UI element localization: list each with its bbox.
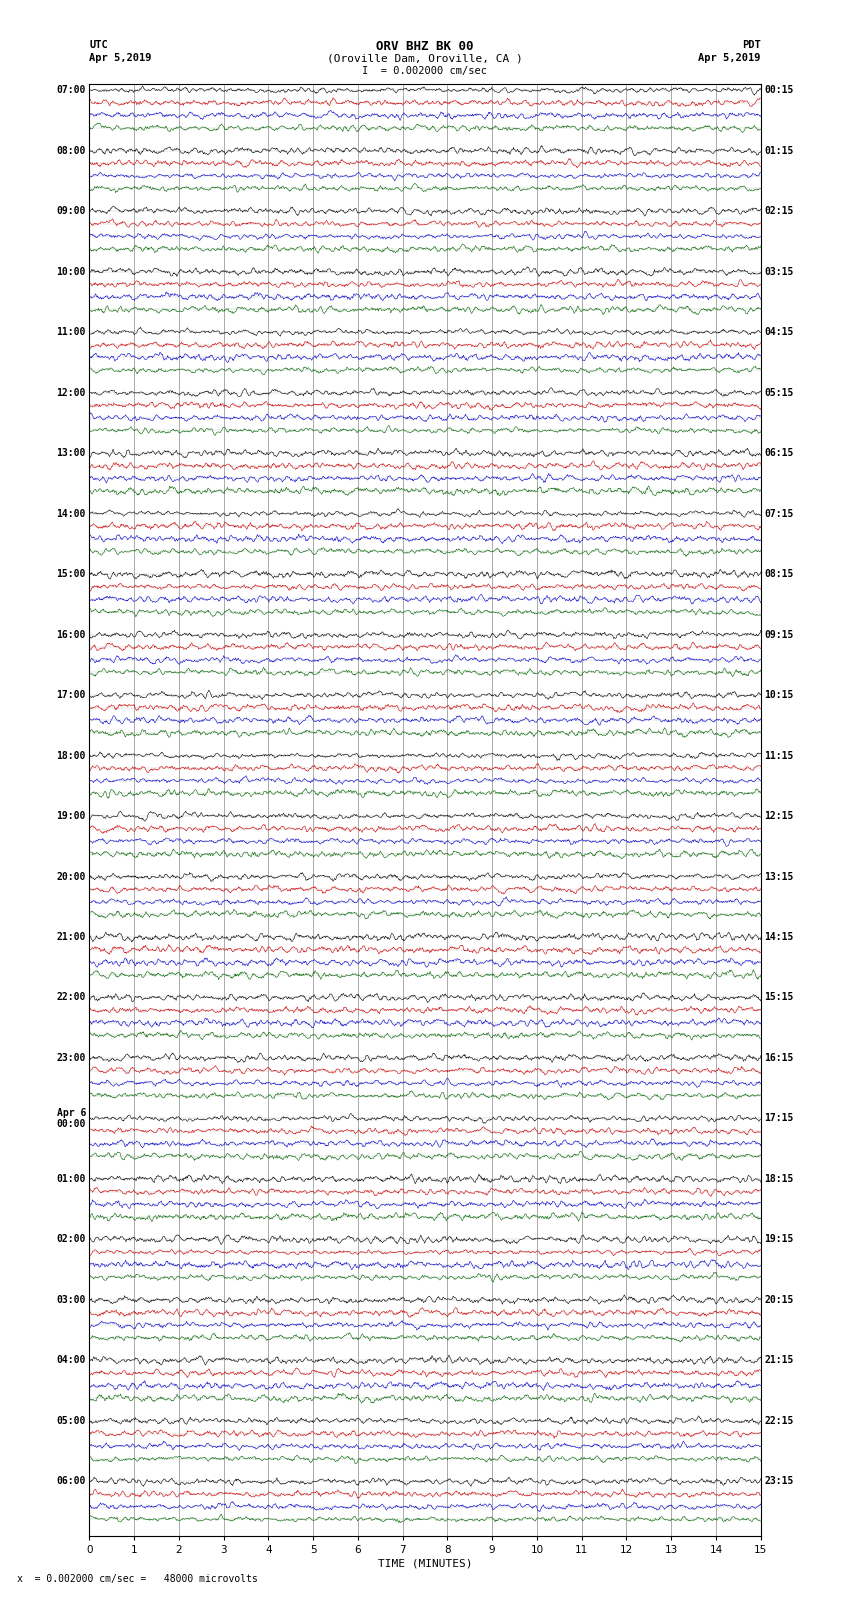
Text: 21:15: 21:15 <box>764 1355 794 1366</box>
Text: 04:15: 04:15 <box>764 327 794 337</box>
Text: 08:15: 08:15 <box>764 569 794 579</box>
Text: 11:00: 11:00 <box>56 327 86 337</box>
X-axis label: TIME (MINUTES): TIME (MINUTES) <box>377 1558 473 1569</box>
Text: 09:00: 09:00 <box>56 206 86 216</box>
Text: 20:15: 20:15 <box>764 1295 794 1305</box>
Text: UTC: UTC <box>89 40 108 50</box>
Text: PDT: PDT <box>742 40 761 50</box>
Text: 08:00: 08:00 <box>56 145 86 156</box>
Text: 00:00: 00:00 <box>56 1119 86 1129</box>
Text: 06:00: 06:00 <box>56 1476 86 1487</box>
Text: 21:00: 21:00 <box>56 932 86 942</box>
Text: I  = 0.002000 cm/sec: I = 0.002000 cm/sec <box>362 66 488 76</box>
Text: 05:15: 05:15 <box>764 387 794 398</box>
Text: 06:15: 06:15 <box>764 448 794 458</box>
Text: 01:15: 01:15 <box>764 145 794 156</box>
Text: 19:15: 19:15 <box>764 1234 794 1245</box>
Text: x  = 0.002000 cm/sec =   48000 microvolts: x = 0.002000 cm/sec = 48000 microvolts <box>17 1574 258 1584</box>
Text: 10:15: 10:15 <box>764 690 794 700</box>
Text: 12:15: 12:15 <box>764 811 794 821</box>
Text: 16:15: 16:15 <box>764 1053 794 1063</box>
Text: 18:00: 18:00 <box>56 750 86 761</box>
Text: 17:00: 17:00 <box>56 690 86 700</box>
Text: (Oroville Dam, Oroville, CA ): (Oroville Dam, Oroville, CA ) <box>327 53 523 63</box>
Text: 19:00: 19:00 <box>56 811 86 821</box>
Text: 13:00: 13:00 <box>56 448 86 458</box>
Text: 05:00: 05:00 <box>56 1416 86 1426</box>
Text: 02:00: 02:00 <box>56 1234 86 1245</box>
Text: 15:15: 15:15 <box>764 992 794 1003</box>
Text: 23:00: 23:00 <box>56 1053 86 1063</box>
Text: Apr 6: Apr 6 <box>56 1108 86 1118</box>
Text: 14:15: 14:15 <box>764 932 794 942</box>
Text: 16:00: 16:00 <box>56 629 86 640</box>
Text: 12:00: 12:00 <box>56 387 86 398</box>
Text: 14:00: 14:00 <box>56 508 86 519</box>
Text: Apr 5,2019: Apr 5,2019 <box>89 53 152 63</box>
Text: 22:00: 22:00 <box>56 992 86 1003</box>
Text: 07:15: 07:15 <box>764 508 794 519</box>
Text: 11:15: 11:15 <box>764 750 794 761</box>
Text: Apr 5,2019: Apr 5,2019 <box>698 53 761 63</box>
Text: 18:15: 18:15 <box>764 1174 794 1184</box>
Text: 04:00: 04:00 <box>56 1355 86 1366</box>
Text: 13:15: 13:15 <box>764 871 794 882</box>
Text: 07:00: 07:00 <box>56 85 86 95</box>
Text: 02:15: 02:15 <box>764 206 794 216</box>
Text: 15:00: 15:00 <box>56 569 86 579</box>
Text: 22:15: 22:15 <box>764 1416 794 1426</box>
Text: 03:00: 03:00 <box>56 1295 86 1305</box>
Text: 23:15: 23:15 <box>764 1476 794 1487</box>
Text: 03:15: 03:15 <box>764 266 794 277</box>
Text: 20:00: 20:00 <box>56 871 86 882</box>
Text: 17:15: 17:15 <box>764 1113 794 1124</box>
Text: 09:15: 09:15 <box>764 629 794 640</box>
Text: 10:00: 10:00 <box>56 266 86 277</box>
Text: 00:15: 00:15 <box>764 85 794 95</box>
Text: 01:00: 01:00 <box>56 1174 86 1184</box>
Text: ORV BHZ BK 00: ORV BHZ BK 00 <box>377 40 473 53</box>
